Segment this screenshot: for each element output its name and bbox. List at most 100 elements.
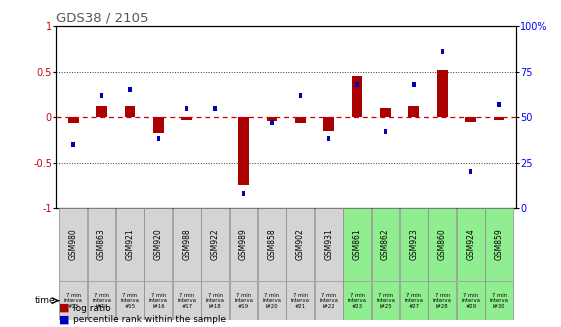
Bar <box>116 208 144 281</box>
Bar <box>173 281 201 320</box>
Text: GSM860: GSM860 <box>438 229 447 260</box>
Bar <box>258 208 286 281</box>
Bar <box>384 129 387 134</box>
Bar <box>242 191 245 196</box>
Bar <box>465 117 476 122</box>
Text: GSM859: GSM859 <box>495 229 504 260</box>
Text: GSM923: GSM923 <box>410 229 419 260</box>
Text: 7 min
interva
l#18: 7 min interva l#18 <box>206 293 224 308</box>
Bar <box>408 106 419 117</box>
Bar <box>213 106 217 111</box>
Text: GSM920: GSM920 <box>154 229 163 260</box>
Bar <box>96 106 107 117</box>
Text: GSM858: GSM858 <box>268 229 277 260</box>
Text: 7 min
interva
#21: 7 min interva #21 <box>291 293 310 308</box>
Text: 7 min
interva
#23: 7 min interva #23 <box>348 293 366 308</box>
Text: 7 min
interva
l#22: 7 min interva l#22 <box>319 293 338 308</box>
Text: GSM922: GSM922 <box>210 229 219 260</box>
Bar <box>343 281 371 320</box>
Bar <box>457 208 485 281</box>
Bar <box>485 281 513 320</box>
Bar <box>343 208 371 281</box>
Text: 7 min
interva
#29: 7 min interva #29 <box>461 293 480 308</box>
Text: percentile rank within the sample: percentile rank within the sample <box>73 315 226 324</box>
Bar <box>116 281 144 320</box>
Text: GDS38 / 2105: GDS38 / 2105 <box>56 12 149 25</box>
Bar <box>266 117 277 121</box>
Bar <box>437 70 448 117</box>
Text: GSM989: GSM989 <box>239 229 248 260</box>
Bar <box>400 281 428 320</box>
Text: 7 min
interva
l#28: 7 min interva l#28 <box>433 293 452 308</box>
Text: time: time <box>35 296 56 305</box>
Bar <box>287 281 314 320</box>
Bar <box>315 208 343 281</box>
Bar <box>380 108 391 117</box>
Text: GSM862: GSM862 <box>381 229 390 260</box>
Bar <box>371 208 399 281</box>
Bar <box>181 117 192 120</box>
Text: GSM988: GSM988 <box>182 229 191 260</box>
Bar <box>295 117 306 124</box>
Bar <box>229 208 257 281</box>
Bar <box>157 136 160 141</box>
Text: log ratio: log ratio <box>73 303 111 313</box>
Bar <box>494 117 504 120</box>
Text: 7 min
interva
#13: 7 min interva #13 <box>64 293 82 308</box>
Bar <box>229 281 257 320</box>
Bar <box>327 136 330 141</box>
Bar <box>201 208 229 281</box>
Text: GSM921: GSM921 <box>126 229 135 260</box>
Bar <box>371 281 399 320</box>
Bar <box>238 117 249 185</box>
Text: 7 min
interva
l#20: 7 min interva l#20 <box>263 293 282 308</box>
Bar <box>457 281 485 320</box>
Text: ■: ■ <box>59 315 70 325</box>
Bar <box>352 76 362 117</box>
Bar <box>185 106 188 111</box>
Text: 7 min
interva
l#14: 7 min interva l#14 <box>92 293 111 308</box>
Bar <box>440 49 444 54</box>
Bar <box>201 281 229 320</box>
Text: 7 min
interva
#17: 7 min interva #17 <box>177 293 196 308</box>
Bar <box>323 117 334 131</box>
Bar <box>59 281 87 320</box>
Bar <box>498 102 501 107</box>
Bar <box>100 93 103 98</box>
Text: GSM863: GSM863 <box>97 229 106 260</box>
Bar <box>88 208 116 281</box>
Bar <box>68 117 79 124</box>
Text: 7 min
interva
#27: 7 min interva #27 <box>404 293 424 308</box>
Text: 7 min
interva
#15: 7 min interva #15 <box>121 293 139 308</box>
Bar <box>173 208 201 281</box>
Bar <box>144 208 172 281</box>
Bar <box>412 82 416 87</box>
Bar <box>144 281 172 320</box>
Text: GSM902: GSM902 <box>296 229 305 260</box>
Bar <box>400 208 428 281</box>
Bar <box>469 169 472 174</box>
Bar <box>258 281 286 320</box>
Text: 7 min
interva
l#16: 7 min interva l#16 <box>149 293 168 308</box>
Bar <box>270 120 274 125</box>
Bar <box>298 93 302 98</box>
Bar <box>315 281 343 320</box>
Bar <box>429 208 456 281</box>
Bar <box>485 208 513 281</box>
Text: GSM980: GSM980 <box>68 229 77 260</box>
Bar <box>71 142 75 147</box>
Bar <box>287 208 314 281</box>
Bar <box>59 208 87 281</box>
Text: 7 min
interva
l#25: 7 min interva l#25 <box>376 293 395 308</box>
Text: GSM931: GSM931 <box>324 229 333 260</box>
Bar <box>128 87 132 92</box>
Text: 7 min
interva
l#30: 7 min interva l#30 <box>490 293 508 308</box>
Bar <box>88 281 116 320</box>
Bar <box>125 106 135 117</box>
Text: ■: ■ <box>59 303 70 313</box>
Bar <box>153 117 164 133</box>
Text: 7 min
interva
#19: 7 min interva #19 <box>234 293 253 308</box>
Bar <box>356 82 359 87</box>
Text: GSM924: GSM924 <box>466 229 475 260</box>
Bar <box>429 281 456 320</box>
